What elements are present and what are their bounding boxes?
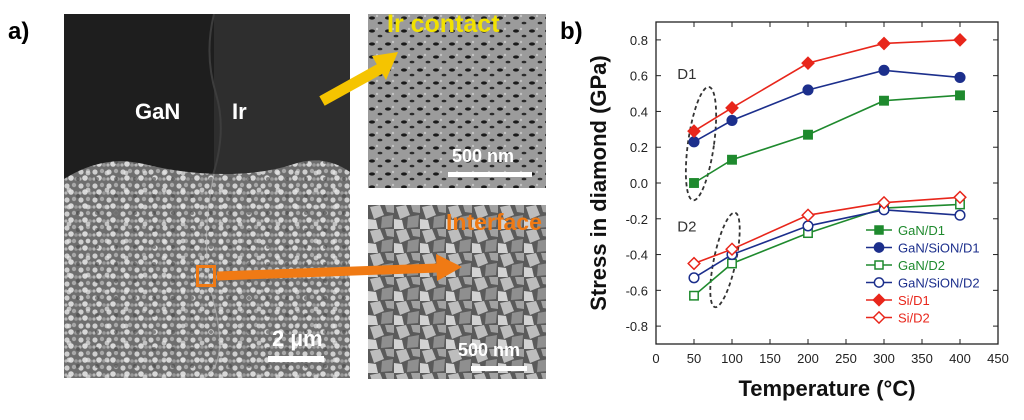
data-point-gan-sion-d2 xyxy=(954,209,966,221)
legend-label-gan-sion-d2: GaN/SiON/D2 xyxy=(898,276,980,291)
x-tick-label: 450 xyxy=(987,351,1009,366)
data-point-si-d2 xyxy=(687,256,701,271)
legend-marker-gan-d2 xyxy=(874,260,884,270)
y-tick-label: 0.0 xyxy=(630,176,648,191)
data-point-gan-sion-d1 xyxy=(802,84,814,96)
data-point-gan-d2 xyxy=(727,258,737,269)
data-point-si-d1 xyxy=(687,124,701,138)
interface-title: Interface xyxy=(446,209,542,235)
stress-temperature-chart: 0 50 100 150 200 250 300 350 400 450 -0.8 -0.6 -0.4 -… xyxy=(586,21,1009,401)
orange-arrow xyxy=(216,254,462,281)
data-point-si-d1 xyxy=(725,101,739,115)
ir-contact-scale-bar xyxy=(448,172,532,177)
legend-label-si-d1: Si/D1 xyxy=(898,293,930,308)
y-tick-label: 0.4 xyxy=(630,104,648,119)
interface-scale-bar xyxy=(471,366,527,371)
x-tick-label: 100 xyxy=(721,351,743,366)
y-tick-label: -0.4 xyxy=(626,248,648,263)
data-point-si-d1 xyxy=(953,33,967,47)
interface-texture xyxy=(368,205,546,379)
x-tick-label: 50 xyxy=(687,351,701,366)
ir-label: Ir xyxy=(232,99,247,124)
x-tick-label: 200 xyxy=(797,351,819,366)
data-point-si-d2 xyxy=(801,208,815,223)
y-tick-label: 0.2 xyxy=(630,140,648,155)
data-point-gan-sion-d1 xyxy=(878,64,890,76)
data-point-gan-d1 xyxy=(955,90,965,101)
legend-marker-si-d1 xyxy=(872,293,886,307)
main-scale-bar xyxy=(268,356,324,362)
y-tick-label: 0.6 xyxy=(630,69,648,84)
interface-scale-label: 500 nm xyxy=(458,340,521,360)
data-point-si-d1 xyxy=(801,56,815,71)
x-tick-label: 350 xyxy=(911,351,933,366)
y-tick-label: -0.6 xyxy=(626,283,648,298)
legend-label-gan-sion-d1: GaN/SiON/D1 xyxy=(898,241,980,256)
data-point-gan-sion-d1 xyxy=(688,136,700,148)
panel-a-letter: a) xyxy=(8,18,30,45)
legend-marker-gan-d1 xyxy=(874,225,884,235)
data-point-gan-sion-d2 xyxy=(688,272,700,284)
annotation-d2: D2 xyxy=(677,218,696,235)
x-tick-label: 250 xyxy=(835,351,857,366)
data-point-gan-d1 xyxy=(727,154,737,165)
interface-highlight-box xyxy=(196,265,216,287)
legend-marker-gan-sion-d1 xyxy=(873,242,885,253)
y-axis-label: Stress in diamond (GPa) xyxy=(586,55,611,311)
ir-contact-scale-label: 500 nm xyxy=(452,146,515,166)
data-point-gan-sion-d1 xyxy=(954,71,966,84)
main-scale-label: 2 µm xyxy=(272,326,323,351)
data-point-gan-sion-d1 xyxy=(726,114,738,126)
data-point-si-d2 xyxy=(953,190,967,205)
data-point-gan-d1 xyxy=(879,95,889,106)
y-tick-label: 0.8 xyxy=(630,33,648,48)
yellow-arrow xyxy=(319,52,398,106)
data-point-gan-sion-d2 xyxy=(802,220,814,232)
annotation-d1: D1 xyxy=(677,66,696,83)
sem-main-texture xyxy=(64,14,350,378)
legend-marker-gan-sion-d2 xyxy=(873,277,885,288)
x-tick-label: 300 xyxy=(873,351,895,366)
x-axis-label: Temperature (°C) xyxy=(738,376,915,401)
data-point-si-d2 xyxy=(725,242,739,257)
sem-inset-ir-contact xyxy=(368,14,546,188)
x-tick-label: 0 xyxy=(652,351,659,366)
panel-b-letter: b) xyxy=(560,18,583,45)
data-point-gan-d2 xyxy=(689,290,699,301)
ir-contact-texture xyxy=(368,14,546,188)
y-tick-label: -0.2 xyxy=(626,212,648,227)
y-tick-label: -0.8 xyxy=(626,319,648,334)
x-tick-label: 400 xyxy=(949,351,971,366)
sem-inset-interface xyxy=(368,205,546,379)
data-point-si-d2 xyxy=(877,195,891,210)
data-point-gan-d1 xyxy=(803,129,813,140)
legend-label-si-d2: Si/D2 xyxy=(898,311,930,326)
gan-label: GaN xyxy=(135,99,181,124)
legend-label-gan-d2: GaN/D2 xyxy=(898,258,945,273)
legend-marker-si-d2 xyxy=(872,310,886,325)
ir-contact-title: Ir contact xyxy=(387,10,500,38)
legend-label-gan-d1: GaN/D1 xyxy=(898,223,945,238)
sem-main-image xyxy=(64,14,350,378)
plot-frame xyxy=(655,21,999,345)
data-point-si-d1 xyxy=(877,36,891,51)
data-point-gan-d1 xyxy=(689,178,699,188)
d1-group-ellipse xyxy=(684,86,718,202)
x-tick-label: 150 xyxy=(759,351,781,366)
